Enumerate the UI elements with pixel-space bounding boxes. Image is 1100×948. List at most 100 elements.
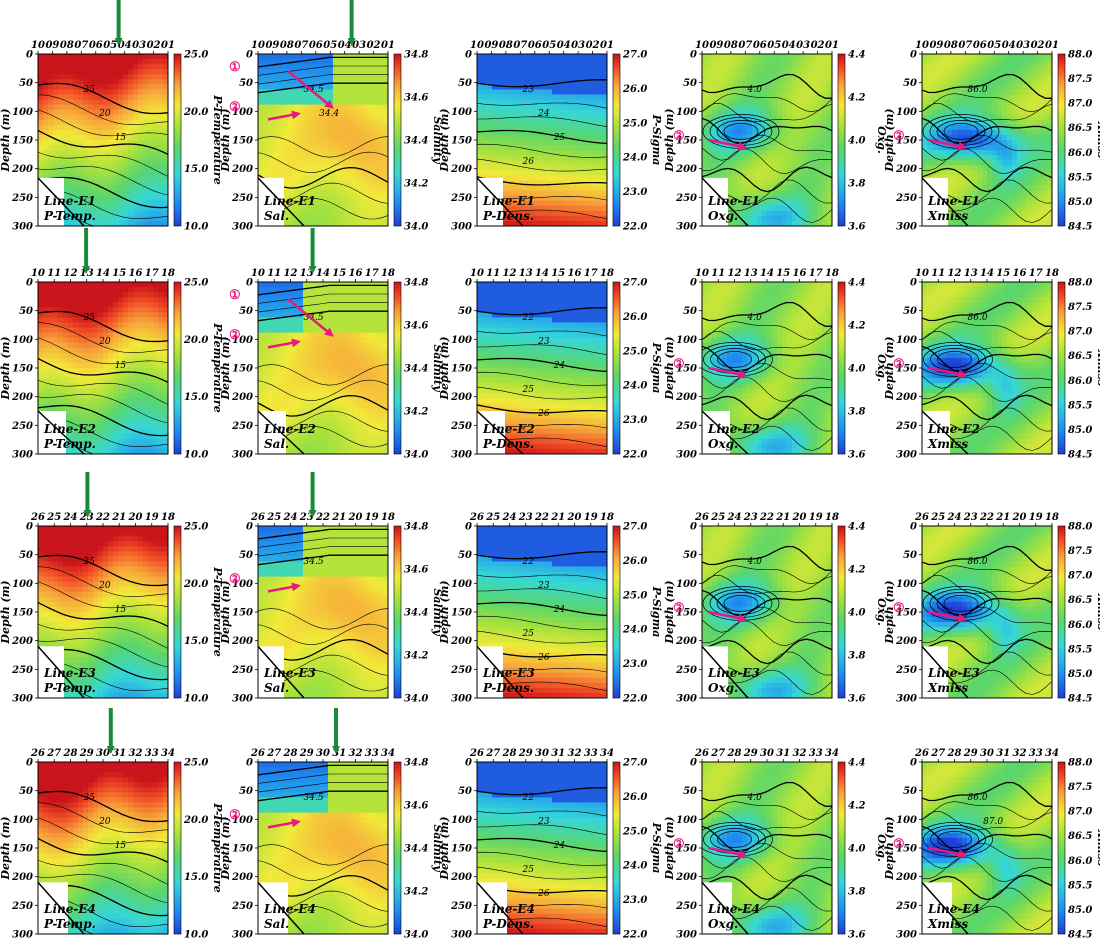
- field-cell: [378, 145, 384, 151]
- field-cell: [937, 79, 943, 85]
- field-cell: [308, 140, 314, 146]
- field-cell: [138, 180, 144, 186]
- field-cell: [552, 59, 558, 65]
- field-cell: [103, 89, 109, 95]
- field-cell: [1042, 74, 1048, 80]
- field-cell: [997, 191, 1003, 197]
- field-cell: [278, 130, 284, 136]
- field-cell: [957, 155, 963, 161]
- field-cell: [68, 358, 74, 364]
- field-cell: [787, 165, 793, 171]
- field-cell: [522, 170, 528, 176]
- field-cell: [93, 100, 99, 106]
- field-cell: [592, 59, 598, 65]
- field-cell: [767, 145, 773, 151]
- field-cell: [303, 216, 309, 222]
- field-cell: [752, 165, 758, 171]
- field-cell: [288, 160, 294, 166]
- field-cell: [148, 120, 154, 126]
- field-cell: [318, 150, 324, 156]
- field-cell: [922, 69, 928, 75]
- field-cell: [353, 155, 359, 161]
- field-cell: [702, 135, 708, 141]
- contour-label: 26: [522, 157, 535, 167]
- field-cell: [38, 383, 44, 389]
- station-label: 06: [528, 40, 542, 51]
- field-cell: [582, 150, 588, 156]
- field-cell: [1007, 206, 1013, 212]
- field-cell: [133, 186, 139, 192]
- field-cell: [123, 59, 129, 65]
- field-cell: [522, 125, 528, 131]
- field-cell: [113, 180, 119, 186]
- field-cell: [263, 115, 269, 121]
- field-cell: [742, 165, 748, 171]
- field-cell: [93, 150, 99, 156]
- field-cell: [502, 120, 508, 126]
- field-cell: [482, 69, 488, 75]
- field-cell: [373, 201, 379, 207]
- field-cell: [68, 373, 74, 379]
- field-cell: [822, 59, 828, 65]
- field-cell: [73, 165, 79, 171]
- field-cell: [338, 59, 344, 65]
- field-cell: [962, 64, 968, 70]
- field-cell: [747, 69, 753, 75]
- field-cell: [517, 105, 523, 111]
- field-cell: [138, 191, 144, 197]
- field-cell: [148, 79, 154, 85]
- field-cell: [323, 186, 329, 192]
- field-cell: [1042, 160, 1048, 166]
- field-cell: [807, 140, 813, 146]
- field-cell: [148, 175, 154, 181]
- field-cell: [138, 115, 144, 121]
- field-cell: [348, 79, 354, 85]
- field-cell: [507, 64, 513, 70]
- field-cell: [747, 94, 753, 100]
- field-cell: [577, 130, 583, 136]
- field-cell: [273, 94, 279, 100]
- field-cell: [143, 191, 149, 197]
- field-cell: [88, 160, 94, 166]
- field-cell: [158, 105, 164, 111]
- field-cell: [527, 115, 533, 121]
- field-cell: [777, 105, 783, 111]
- field-cell: [742, 211, 748, 217]
- field-cell: [318, 186, 324, 192]
- field-cell: [477, 74, 483, 80]
- field-cell: [348, 94, 354, 100]
- field-cell: [113, 54, 119, 60]
- field-cell: [492, 115, 498, 121]
- field-cell: [762, 54, 768, 60]
- field-cell: [547, 94, 553, 100]
- field-cell: [158, 59, 164, 65]
- station-label: 09: [709, 40, 723, 51]
- field-cell: [343, 150, 349, 156]
- field-cell: [353, 130, 359, 136]
- field-cell: [552, 150, 558, 156]
- field-cell: [532, 110, 538, 116]
- field-cell: [577, 145, 583, 151]
- field-cell: [522, 135, 528, 141]
- field-cell: [557, 69, 563, 75]
- field-cell: [982, 110, 988, 116]
- field-cell: [53, 160, 59, 166]
- field-cell: [1007, 211, 1013, 217]
- field-cell: [802, 74, 808, 80]
- station-label: 02: [147, 40, 161, 51]
- field-cell: [1042, 180, 1048, 186]
- field-cell: [1022, 64, 1028, 70]
- field-cell: [957, 74, 963, 80]
- field-cell: [318, 135, 324, 141]
- field-cell: [547, 59, 553, 65]
- field-cell: [43, 145, 49, 151]
- field-cell: [782, 120, 788, 126]
- field-cell: [932, 160, 938, 166]
- field-cell: [63, 105, 69, 111]
- field-cell: [278, 120, 284, 126]
- field-cell: [1002, 89, 1008, 95]
- field-cell: [88, 59, 94, 65]
- field-cell: [767, 135, 773, 141]
- field-cell: [997, 89, 1003, 95]
- field-cell: [982, 74, 988, 80]
